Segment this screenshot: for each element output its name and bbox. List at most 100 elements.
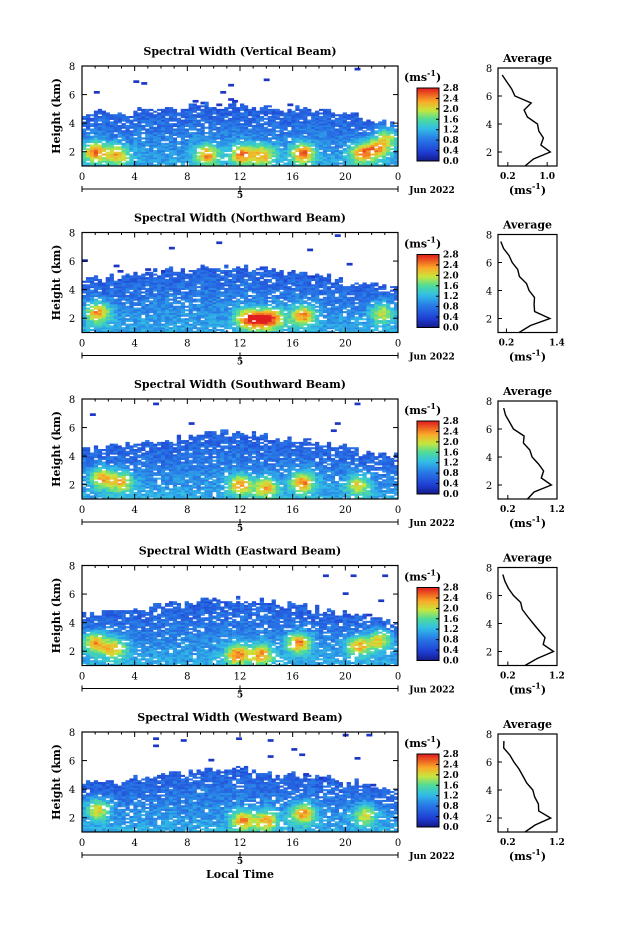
heatmap-cell	[181, 291, 185, 293]
heatmap-cell	[362, 154, 366, 156]
heatmap-cell	[359, 150, 363, 152]
heatmap-cell	[106, 288, 110, 290]
heatmap-cell	[355, 157, 359, 159]
heatmap-cell	[110, 275, 114, 277]
heatmap-cell	[173, 145, 177, 147]
heatmap-cell	[287, 118, 291, 120]
heatmap-cell	[145, 272, 149, 274]
heatmap-cell	[133, 329, 137, 331]
heatmap-cell	[82, 306, 86, 308]
heatmap-cell	[224, 121, 228, 123]
heatmap-cell	[189, 304, 193, 306]
heatmap-cell	[102, 154, 106, 156]
heatmap-cell	[260, 127, 264, 129]
day-marker-label: 5	[237, 191, 243, 201]
heatmap-cell	[323, 154, 327, 156]
heatmap-cell	[327, 281, 331, 283]
heatmap-cell	[106, 302, 110, 304]
heatmap-cell	[264, 308, 268, 310]
heatmap-cell	[244, 105, 248, 107]
heatmap-cell	[252, 313, 256, 315]
heatmap-cell	[228, 134, 232, 136]
heatmap-cell	[208, 306, 212, 308]
heatmap-cell	[161, 320, 165, 322]
heatmap-cell	[260, 109, 264, 111]
heatmap-cell	[307, 114, 311, 116]
heatmap-cell	[177, 297, 181, 299]
heatmap-cell	[216, 320, 220, 322]
heatmap-cell	[197, 146, 201, 148]
heatmap-cell	[295, 125, 299, 127]
heatmap-cell	[216, 311, 220, 313]
heatmap-cell	[201, 309, 205, 311]
heatmap-cell	[248, 295, 252, 297]
heatmap-cell	[201, 137, 205, 139]
heatmap-cell	[323, 309, 327, 311]
heatmap-cell	[157, 279, 161, 281]
heatmap-cell	[141, 148, 145, 150]
heatmap-cell	[382, 288, 386, 290]
heatmap-cell	[224, 130, 228, 132]
heatmap-cell	[291, 290, 295, 292]
heatmap-cell	[86, 157, 90, 159]
heatmap-cell	[161, 324, 165, 326]
heatmap-cell	[153, 121, 157, 123]
heatmap-cell	[287, 290, 291, 292]
heatmap-cell	[204, 329, 208, 331]
heatmap-cell	[260, 274, 264, 276]
heatmap-cell	[283, 114, 287, 116]
heatmap-cell	[374, 293, 378, 295]
heatmap-cell	[362, 130, 366, 132]
heatmap-cell	[224, 109, 228, 111]
heatmap-cell	[114, 318, 118, 320]
heatmap-cell	[110, 279, 114, 281]
heatmap-cell	[291, 155, 295, 157]
heatmap-cell	[201, 127, 205, 129]
heatmap-cell	[291, 295, 295, 297]
heatmap-cell	[303, 143, 307, 145]
heatmap-cell	[220, 118, 224, 120]
heatmap-cell	[173, 308, 177, 310]
heatmap-cell	[125, 143, 129, 145]
heatmap-cell	[347, 299, 351, 301]
heatmap-cell	[133, 316, 137, 318]
heatmap-cell	[137, 290, 141, 292]
heatmap-cell	[157, 114, 161, 116]
heatmap-cell	[208, 300, 212, 302]
heatmap-cell	[149, 302, 153, 304]
heatmap-cell	[86, 322, 90, 324]
heatmap-cell	[220, 284, 224, 286]
heatmap-cell	[252, 284, 256, 286]
heatmap-cell	[106, 161, 110, 163]
heatmap-cell	[260, 299, 264, 301]
heatmap-cell	[204, 109, 208, 111]
heatmap-cell	[169, 109, 173, 111]
heatmap-cell	[303, 112, 307, 114]
heatmap-cell	[201, 112, 205, 114]
heatmap-cell	[185, 111, 189, 113]
heatmap-cell	[106, 143, 110, 145]
heatmap-cell	[177, 150, 181, 152]
heatmap-cell	[137, 304, 141, 306]
heatmap-cell	[114, 159, 118, 161]
heatmap-cell	[248, 148, 252, 150]
heatmap-cell	[382, 120, 386, 122]
heatmap-cell	[256, 288, 260, 290]
heatmap-cell	[157, 130, 161, 132]
heatmap-cell	[82, 155, 86, 157]
heatmap-cell	[303, 309, 307, 311]
heatmap-cell	[264, 127, 268, 129]
heatmap-cell	[327, 293, 331, 295]
heatmap-cell	[201, 300, 205, 302]
heatmap-cell	[260, 268, 264, 270]
heatmap-cell	[197, 304, 201, 306]
heatmap-cell	[220, 162, 224, 164]
heatmap-cell	[118, 322, 122, 324]
heatmap-cell	[122, 139, 126, 141]
heatmap-cell	[177, 154, 181, 156]
heatmap-cell	[149, 136, 153, 138]
heatmap-cell	[252, 129, 256, 131]
heatmap-cell	[319, 304, 323, 306]
heatmap-cell	[339, 329, 343, 331]
heatmap-cell	[149, 274, 153, 276]
